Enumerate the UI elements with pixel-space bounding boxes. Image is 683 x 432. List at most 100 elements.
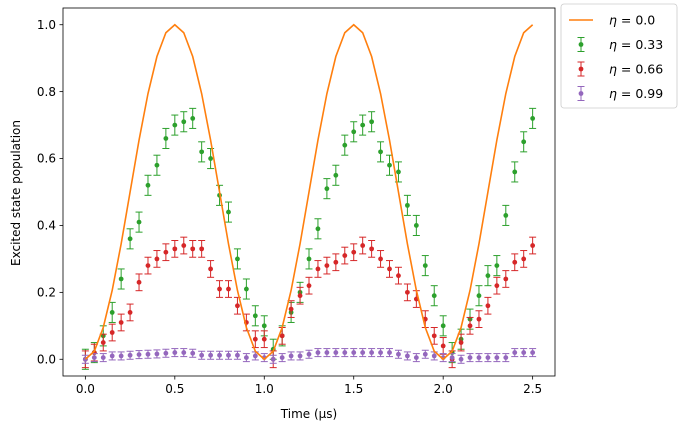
data-point [136,352,142,357]
data-point [199,149,205,155]
data-point [458,356,464,362]
axes: 0.0 0.5 1.0 1.5 2.0 2.5 0.0 0.2 0.4 0.6 0.8 1.0 [37,7,556,396]
data-point [252,336,258,342]
data-point [378,256,383,262]
series-line [84,23,534,361]
data-point [127,310,133,315]
data-point [199,352,205,358]
data-point [217,352,222,358]
data-point [485,355,491,360]
data-point [181,243,187,248]
x-tick-label: 0.5 [165,382,184,396]
data-point [226,286,231,292]
data-point [333,172,339,178]
y-tick-label: 0.6 [37,152,56,166]
data-point [109,330,115,335]
x-tick-label: 1.5 [344,382,363,396]
data-point [431,293,437,299]
data-point [387,162,392,168]
data-point [190,246,196,252]
data-point [190,116,196,121]
series-3 [81,348,537,364]
legend-box [560,3,678,109]
data-point [530,243,536,248]
legend-symbol: η [609,62,617,77]
legend-marker [578,66,584,72]
data-point [306,256,312,262]
data-point [252,313,258,319]
data-point [324,186,330,192]
series-0 [84,23,534,361]
data-point [342,350,348,355]
data-point [190,350,196,356]
data-point [405,353,410,359]
data-point [91,355,97,360]
data-point [145,351,151,357]
data-point [100,355,106,360]
data-point [324,350,330,355]
data-point [118,353,124,359]
data-point [306,283,312,289]
data-point [235,303,240,309]
data-point [279,333,285,339]
plot-frame [62,7,556,377]
legend-marker [578,42,584,47]
data-point [378,350,383,355]
data-point [342,253,348,258]
y-tick-label: 0.4 [37,219,56,233]
data-point [512,259,518,265]
data-point [172,246,178,252]
data-point [154,256,160,262]
data-point [431,333,437,339]
data-point [100,340,106,345]
legend-value: = 0.0 [617,13,655,28]
data-point [235,352,240,358]
data-point [440,343,446,349]
x-axis-label: Time (μs) [280,407,337,421]
data-point [208,352,214,358]
data-point [351,350,357,355]
y-tick-label: 0.8 [37,85,56,99]
data-point [145,263,151,268]
legend-label-1: η = 0.33 [609,37,663,52]
data-point [163,350,169,356]
x-tick-label: 1.0 [255,382,274,396]
data-point [351,249,357,255]
x-tick-label: 2.5 [523,382,542,396]
data-point [109,310,115,315]
data-point [297,353,303,359]
data-point [360,350,366,355]
data-point [342,142,348,148]
data-point [449,355,455,360]
data-point [279,355,285,360]
legend-label-0: η = 0.0 [609,13,655,28]
data-point [530,116,536,121]
data-point [494,355,500,360]
data-point [226,209,231,215]
data-point [503,213,509,218]
data-point [154,162,160,168]
legend-value: = 0.66 [617,62,663,77]
data-point [387,350,392,355]
data-point [261,336,267,342]
data-point [503,276,509,282]
data-point [181,119,187,125]
y-tick-label: 0.0 [37,352,56,366]
data-point [172,350,178,355]
data-point [360,122,366,128]
legend-value: = 0.33 [617,37,663,52]
data-point [485,303,491,309]
data-point [431,353,437,359]
data-point [396,351,401,357]
data-point [333,350,339,355]
data-point [369,246,375,252]
data-point [512,350,518,355]
data-point [315,226,321,232]
data-point [127,352,133,358]
data-point [476,316,482,322]
data-point [396,273,401,279]
data-point [521,256,527,262]
data-point [494,283,500,289]
data-point [261,323,267,329]
data-point [163,136,169,141]
